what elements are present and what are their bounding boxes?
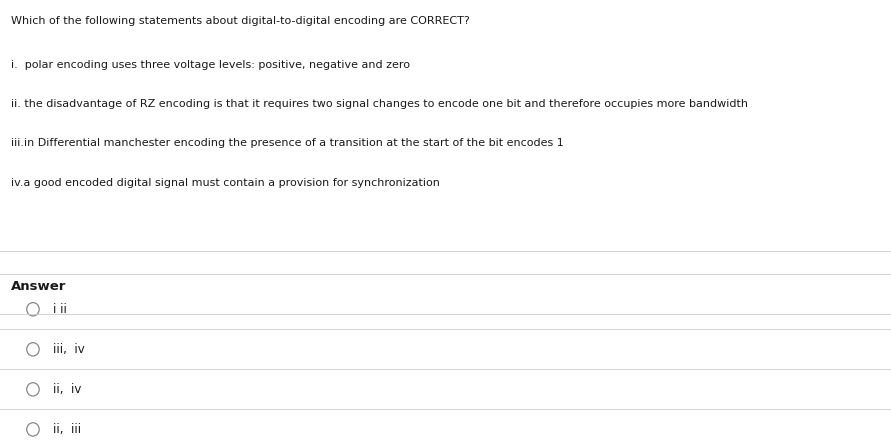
Text: iii.in Differential manchester encoding the presence of a transition at the star: iii.in Differential manchester encoding … (11, 138, 563, 148)
Text: iii,  iv: iii, iv (53, 343, 86, 356)
Text: ii,  iii: ii, iii (53, 423, 82, 436)
Text: i.  polar encoding uses three voltage levels: positive, negative and zero: i. polar encoding uses three voltage lev… (11, 60, 410, 70)
Text: Answer: Answer (11, 280, 66, 293)
Text: i ii: i ii (53, 303, 68, 316)
Text: ii. the disadvantage of RZ encoding is that it requires two signal changes to en: ii. the disadvantage of RZ encoding is t… (11, 99, 748, 109)
Text: ii,  iv: ii, iv (53, 383, 82, 396)
Text: Which of the following statements about digital-to-digital encoding are CORRECT?: Which of the following statements about … (11, 16, 470, 25)
Text: iv.a good encoded digital signal must contain a provision for synchronization: iv.a good encoded digital signal must co… (11, 178, 439, 187)
